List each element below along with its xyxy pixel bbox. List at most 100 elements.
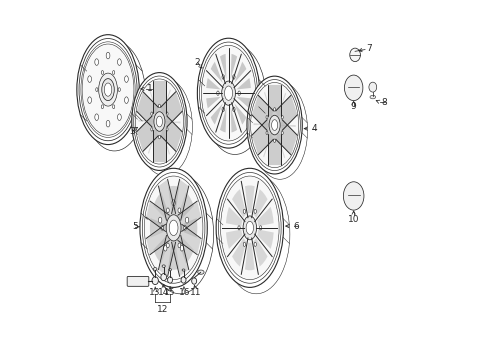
Ellipse shape [118,88,120,91]
Ellipse shape [265,116,267,119]
Ellipse shape [221,81,235,105]
Polygon shape [171,179,188,220]
Ellipse shape [253,242,256,247]
Ellipse shape [82,44,134,135]
Text: 2: 2 [194,58,200,67]
Text: 14: 14 [158,288,169,297]
Ellipse shape [224,86,232,100]
Ellipse shape [180,245,183,251]
Ellipse shape [117,114,121,121]
Polygon shape [232,189,246,218]
Ellipse shape [95,59,99,66]
Ellipse shape [158,217,162,223]
Polygon shape [179,192,193,219]
Ellipse shape [99,73,117,106]
Ellipse shape [201,45,255,141]
Ellipse shape [112,71,115,75]
Text: 6: 6 [292,221,298,230]
Ellipse shape [101,105,103,109]
Ellipse shape [106,120,110,127]
Ellipse shape [106,52,110,59]
Ellipse shape [181,277,185,283]
Polygon shape [178,224,201,255]
Polygon shape [253,189,267,218]
Polygon shape [183,218,197,238]
Polygon shape [179,237,193,264]
Ellipse shape [182,269,184,271]
Polygon shape [153,192,168,219]
Ellipse shape [162,265,165,267]
Ellipse shape [197,38,259,148]
Text: 13: 13 [149,288,161,297]
Polygon shape [225,207,242,226]
Ellipse shape [135,79,183,164]
Polygon shape [220,107,226,132]
Polygon shape [253,123,268,125]
Ellipse shape [156,116,162,127]
Polygon shape [236,97,250,108]
Polygon shape [168,186,179,211]
Ellipse shape [166,243,169,248]
FancyBboxPatch shape [127,276,148,286]
Ellipse shape [87,97,91,103]
Ellipse shape [168,269,171,271]
Ellipse shape [259,226,261,230]
Ellipse shape [132,73,187,170]
Polygon shape [257,207,273,226]
Text: 7: 7 [365,44,371,53]
Polygon shape [234,62,246,83]
Ellipse shape [172,200,175,206]
Ellipse shape [158,135,160,139]
Ellipse shape [253,209,256,213]
Ellipse shape [237,226,240,230]
Polygon shape [257,229,273,249]
Ellipse shape [271,120,277,130]
Ellipse shape [344,75,362,100]
Ellipse shape [163,245,166,251]
Ellipse shape [102,78,114,100]
Ellipse shape [232,75,235,79]
Ellipse shape [166,208,169,213]
Ellipse shape [197,270,203,274]
Polygon shape [230,54,237,79]
Ellipse shape [77,35,139,145]
Ellipse shape [222,75,224,79]
Polygon shape [178,201,201,231]
Ellipse shape [273,139,275,143]
Ellipse shape [222,107,224,112]
Polygon shape [160,116,182,151]
Ellipse shape [368,82,376,92]
Text: 12: 12 [157,305,168,314]
Ellipse shape [183,225,186,230]
Polygon shape [146,201,169,231]
Polygon shape [268,85,281,116]
Ellipse shape [101,71,103,75]
Ellipse shape [273,108,275,111]
Polygon shape [220,54,226,79]
Ellipse shape [178,208,180,213]
Ellipse shape [152,277,158,284]
Text: 3: 3 [129,127,135,136]
Polygon shape [225,229,242,249]
Ellipse shape [150,128,152,131]
Text: 11: 11 [189,288,201,297]
Polygon shape [268,134,281,165]
Ellipse shape [185,217,188,223]
Ellipse shape [243,209,245,213]
Ellipse shape [232,107,235,112]
Ellipse shape [216,91,219,95]
Polygon shape [277,93,285,116]
Polygon shape [230,107,237,132]
Text: 9: 9 [350,103,356,112]
Ellipse shape [140,168,207,287]
Ellipse shape [243,242,245,247]
Polygon shape [160,92,182,127]
Polygon shape [244,185,254,213]
Ellipse shape [144,176,203,280]
Polygon shape [153,81,165,113]
Text: 4: 4 [310,124,316,133]
Polygon shape [148,88,156,112]
Polygon shape [153,237,168,264]
Ellipse shape [158,104,160,108]
Ellipse shape [95,114,99,121]
